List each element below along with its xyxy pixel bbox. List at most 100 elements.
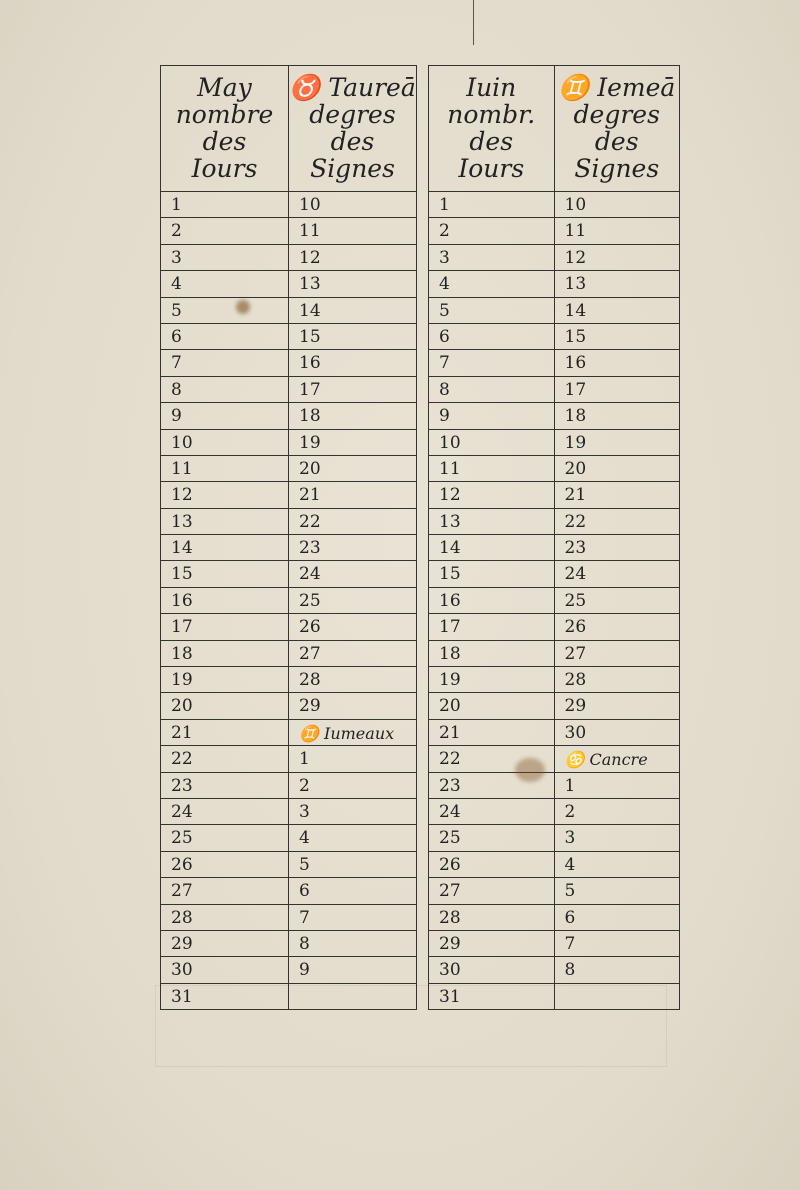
degree-cell: 15	[553, 323, 680, 350]
day-cell: 25	[439, 828, 461, 849]
table-row: 1 10	[161, 192, 416, 219]
table-row: 12 21	[429, 482, 680, 509]
day-cell: 7	[439, 353, 450, 374]
header-line: Iours	[458, 154, 525, 183]
header-line: May	[197, 73, 252, 102]
day-cell: 5	[171, 300, 182, 321]
day-cell: 28	[439, 907, 461, 928]
day-cell: 6	[171, 326, 182, 347]
degree-cell: 18	[288, 403, 416, 429]
degree-cell: 4	[553, 851, 680, 878]
table-row: 6 15	[429, 323, 680, 351]
table-row: 26 4	[429, 851, 680, 879]
day-cell: 9	[439, 406, 450, 427]
table-row: 8 17	[161, 376, 416, 404]
day-cell: 7	[171, 353, 182, 374]
table-row: 19 28	[429, 667, 680, 694]
degree-cell: 29	[288, 693, 416, 719]
day-cell: 19	[439, 670, 461, 691]
day-cell: 30	[171, 960, 193, 981]
day-cell: 16	[171, 590, 193, 611]
table-row: 18 27	[161, 640, 416, 668]
day-cell: 23	[439, 775, 461, 796]
day-cell: 29	[439, 933, 461, 954]
degree-cell: 16	[553, 350, 680, 376]
table-row: 27 6	[161, 878, 416, 905]
degree-cell: 18	[553, 403, 680, 429]
header-line: ♊ Iemeā	[558, 73, 676, 102]
table-row: 2 11	[429, 218, 679, 245]
degree-cell: 8	[553, 957, 680, 983]
degree-cell: 17	[288, 376, 416, 403]
table-row: 14 23	[161, 535, 416, 562]
degree-cell: ♋ Cancre	[553, 746, 680, 772]
header-line: ♉ Taureā	[289, 73, 416, 102]
table-row: 4 13	[161, 271, 416, 298]
degree-cell: 29	[553, 693, 680, 719]
degree-cell	[288, 983, 416, 1010]
table-header: Iuin nombr. des Iours ♊ Iemeā degres des Signes	[429, 66, 679, 192]
degree-cell: 22	[288, 508, 416, 535]
header-line: Signes	[574, 154, 660, 183]
header-line: nombr.	[447, 100, 536, 129]
day-cell: 4	[439, 274, 450, 295]
table-row: 2 11	[161, 218, 416, 245]
show-through-grid	[155, 985, 667, 1067]
table-row: 16 25	[161, 587, 416, 615]
table-row: 15 24	[161, 561, 416, 588]
table-row: 26 5	[161, 851, 416, 879]
degree-cell: 23	[553, 535, 680, 561]
day-cell: 21	[439, 722, 461, 743]
degree-cell: 14	[553, 297, 680, 323]
degree-cell: 25	[288, 587, 416, 614]
table-row: 23 1	[429, 772, 679, 799]
degree-cell: 27	[553, 640, 680, 667]
day-cell: 9	[171, 406, 182, 427]
degree-cell: ♊ Iumeaux	[288, 719, 416, 746]
day-cell: 31	[439, 986, 461, 1007]
degree-cell: 17	[553, 376, 680, 403]
table-row: 22 1	[161, 746, 416, 773]
header-line: Signes	[310, 154, 395, 183]
day-cell: 2	[171, 221, 182, 242]
table-row: 24 2	[429, 798, 679, 826]
table-row: 30 9	[161, 957, 416, 984]
day-cell: 1	[171, 195, 182, 215]
table-row: 13 22	[429, 508, 679, 536]
table-row: 28 6	[429, 904, 680, 931]
day-cell: 26	[171, 854, 193, 875]
day-cell: 29	[171, 933, 193, 954]
day-cell: 22	[171, 749, 193, 770]
table-row: 11 20	[161, 455, 416, 483]
degree-cell: 26	[288, 614, 416, 640]
table-row: 15 24	[429, 561, 679, 588]
degree-cell: 19	[553, 429, 680, 455]
ink-stain	[236, 300, 250, 314]
header-line: degres	[309, 100, 396, 129]
day-cell: 18	[439, 643, 461, 664]
degree-cell: 6	[553, 904, 680, 930]
fold-mark	[473, 0, 474, 45]
day-cell: 5	[439, 300, 450, 321]
degree-cell: 28	[553, 667, 680, 693]
day-cell: 17	[171, 617, 193, 638]
day-cell: 3	[171, 247, 182, 268]
table-row: 17 26	[161, 614, 416, 641]
day-cell: 3	[439, 247, 450, 268]
table-row: 28 7	[161, 904, 416, 931]
table-row: 21 30	[429, 719, 680, 747]
degree-cell: 21	[553, 482, 680, 508]
table-row: 20 29	[429, 693, 680, 720]
table-row: 1 10	[429, 192, 679, 219]
day-cell: 19	[171, 670, 193, 691]
degree-cell: 7	[288, 904, 416, 930]
day-cell: 8	[439, 379, 450, 400]
day-cell: 12	[171, 485, 193, 506]
table-row: 16 25	[429, 587, 679, 615]
degree-cell: 30	[553, 719, 680, 746]
degree-cell: 8	[288, 930, 416, 957]
may-taurus-table: May nombre des Iours ♉ Taureā degres des Signes…	[160, 65, 417, 1011]
table-row: 24 3	[161, 798, 416, 826]
table-row: 8 17	[429, 376, 680, 404]
